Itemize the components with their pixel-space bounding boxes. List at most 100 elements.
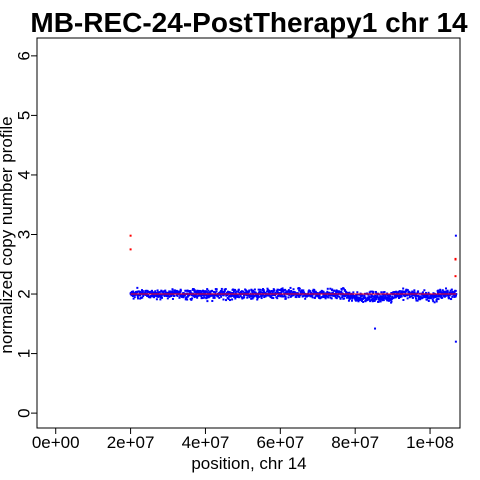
data-point	[145, 289, 148, 292]
data-point	[249, 295, 252, 298]
data-point	[231, 293, 234, 296]
data-point	[151, 289, 154, 292]
data-point	[171, 288, 174, 291]
data-point	[299, 291, 302, 294]
data-point	[246, 296, 249, 299]
data-point	[193, 293, 196, 296]
data-point	[262, 289, 265, 292]
data-point	[298, 287, 301, 290]
data-point	[271, 296, 274, 299]
data-point	[398, 290, 401, 293]
x-tick-label: 4e+07	[182, 433, 230, 452]
data-point	[250, 297, 253, 300]
data-point	[129, 248, 132, 251]
data-point	[424, 291, 427, 294]
data-point	[252, 293, 255, 296]
data-point	[426, 295, 429, 298]
data-point	[376, 293, 379, 296]
data-point	[416, 299, 419, 302]
data-point	[319, 297, 322, 300]
data-point	[446, 289, 449, 292]
data-point	[287, 296, 290, 299]
data-point	[299, 293, 302, 296]
data-point	[307, 294, 310, 297]
data-point	[255, 295, 258, 298]
data-point	[391, 297, 394, 300]
data-point	[156, 293, 159, 296]
data-point	[242, 290, 245, 293]
data-point	[309, 290, 312, 293]
data-point	[175, 291, 178, 294]
data-point	[207, 289, 210, 292]
data-point	[159, 296, 162, 299]
data-point	[327, 296, 330, 299]
data-point	[133, 292, 136, 295]
y-tick-label: 2	[14, 289, 33, 298]
data-point	[432, 296, 435, 299]
data-point	[400, 293, 403, 296]
data-point	[240, 296, 243, 299]
data-point	[276, 295, 279, 298]
data-point	[450, 298, 453, 301]
data-point	[189, 291, 192, 294]
data-point	[219, 291, 222, 294]
data-point	[445, 293, 448, 296]
data-point	[192, 288, 195, 291]
data-point	[223, 289, 226, 292]
data-point	[310, 295, 313, 298]
data-point	[421, 296, 424, 299]
data-point	[433, 301, 436, 304]
data-point	[256, 298, 259, 301]
data-point	[345, 291, 348, 294]
data-point	[283, 293, 286, 296]
data-point	[293, 293, 296, 296]
data-point	[155, 294, 158, 297]
data-point	[212, 290, 215, 293]
data-point	[274, 294, 277, 297]
data-point	[284, 297, 287, 300]
data-point	[355, 298, 358, 301]
data-point	[380, 291, 383, 294]
data-point	[449, 289, 452, 292]
data-point	[417, 295, 420, 298]
data-point	[186, 298, 189, 301]
data-point	[359, 294, 362, 297]
data-point	[344, 294, 347, 297]
x-tick-label: 6e+07	[256, 433, 304, 452]
data-point	[341, 296, 344, 299]
data-point	[168, 295, 171, 298]
y-tick-label: 5	[14, 111, 33, 120]
data-point	[387, 293, 390, 296]
data-point	[375, 298, 378, 301]
data-point	[317, 295, 320, 298]
data-point	[454, 275, 457, 278]
data-point	[175, 289, 178, 292]
data-points	[129, 234, 458, 343]
data-point	[281, 295, 284, 298]
data-point	[201, 297, 204, 300]
data-point	[206, 300, 209, 303]
data-point	[236, 295, 239, 298]
data-point	[248, 290, 251, 293]
data-point	[193, 289, 196, 292]
data-point	[385, 296, 388, 299]
data-point	[197, 294, 200, 297]
data-point	[199, 291, 202, 294]
data-point	[370, 296, 373, 299]
data-point	[331, 291, 334, 294]
data-point	[202, 293, 205, 296]
data-point	[232, 288, 235, 291]
data-point	[277, 288, 280, 291]
data-point	[427, 299, 430, 302]
data-point	[345, 292, 348, 295]
data-point	[137, 297, 140, 300]
data-point	[349, 297, 352, 300]
data-point	[332, 294, 335, 297]
data-point	[164, 289, 167, 292]
data-point	[304, 297, 307, 300]
data-point	[437, 292, 440, 295]
data-point	[281, 287, 284, 290]
data-point	[253, 295, 256, 298]
chart-title: MB-REC-24-PostTherapy1 chr 14	[30, 7, 468, 38]
data-point	[196, 296, 199, 299]
